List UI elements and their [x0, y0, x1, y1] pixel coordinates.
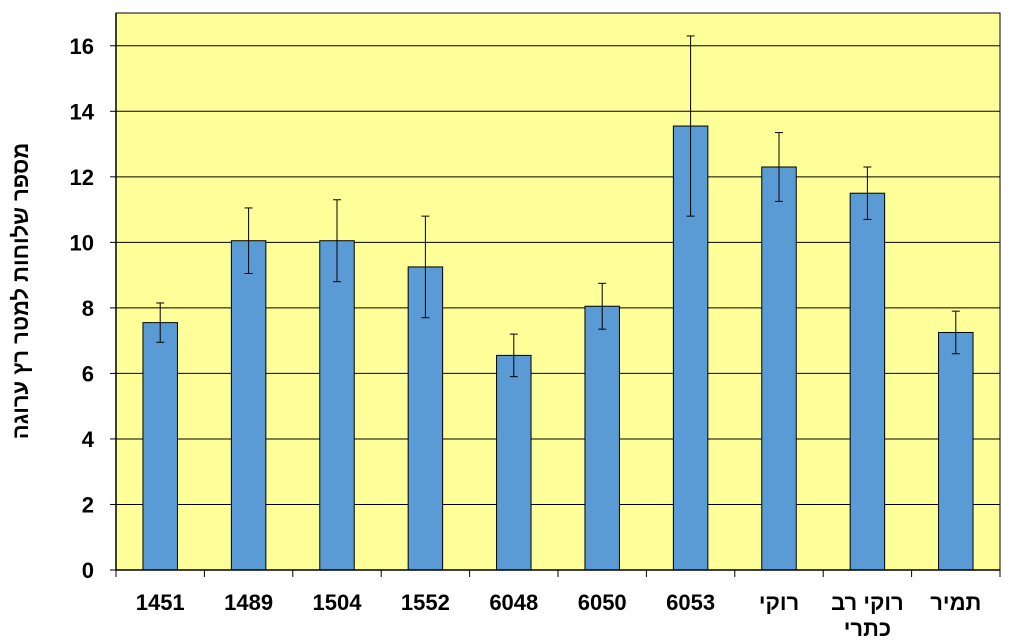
- bars: [142, 125, 974, 571]
- x-tick-label: 6050: [578, 590, 627, 615]
- x-tick-label: 6048: [489, 590, 538, 615]
- x-tick-label: 1489: [224, 590, 273, 615]
- bar: [230, 240, 267, 571]
- x-tick-label: 1504: [313, 590, 363, 615]
- error-bar: [686, 35, 695, 217]
- bar: [938, 331, 974, 571]
- y-tick-label: 10: [70, 230, 94, 255]
- y-tick-label: 6: [82, 361, 94, 386]
- x-tick-label: 6053: [666, 590, 715, 615]
- bar: [761, 166, 797, 571]
- x-tick-label: רוקי: [759, 590, 799, 615]
- y-tick-label: 12: [70, 165, 94, 190]
- bar: [849, 192, 886, 571]
- error-bar: [951, 310, 960, 355]
- error-bar: [775, 132, 783, 202]
- error-bar: [156, 302, 165, 343]
- bar: [584, 305, 620, 571]
- bar: [142, 322, 178, 571]
- y-tick-label: 14: [70, 99, 95, 124]
- y-tick-labels: 0 2 4 6 8 10 12 14 16: [70, 34, 95, 583]
- error-bars: [156, 35, 960, 378]
- y-tick-label: 4: [82, 427, 95, 452]
- x-tick-label: 1451: [136, 590, 185, 615]
- axes: [110, 13, 1001, 577]
- y-axis-label: מספר שלוחות למטר רץ ערוגה: [8, 143, 33, 439]
- error-bar: [421, 215, 430, 319]
- x-tick-label: תמיר: [930, 590, 981, 615]
- error-bar: [863, 166, 872, 220]
- bar: [496, 354, 532, 571]
- x-tick-label: כתרי: [844, 616, 891, 641]
- y-tick-label: 8: [82, 296, 94, 321]
- x-tick-label: רוקי רב: [831, 590, 904, 615]
- error-bar: [333, 199, 341, 283]
- y-tick-label: 2: [82, 492, 94, 517]
- error-bar: [244, 207, 253, 274]
- x-tick-label: 1552: [401, 590, 450, 615]
- x-tick-labels: 1451 1489 1504 1552 6048 6050 6053 רוקי רוקי רבכ…: [136, 590, 982, 641]
- y-tick-label: 16: [70, 34, 94, 59]
- error-bar: [598, 282, 607, 330]
- y-tick-label: 0: [82, 558, 94, 583]
- bar: [319, 240, 355, 571]
- error-bar: [509, 333, 518, 378]
